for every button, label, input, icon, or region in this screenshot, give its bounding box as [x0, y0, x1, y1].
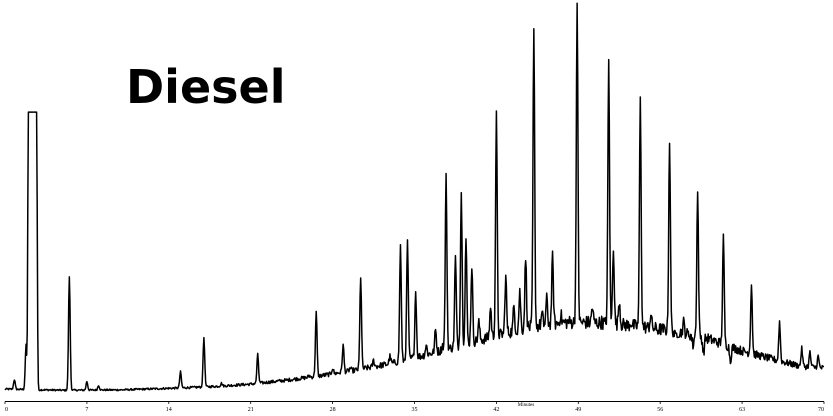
chromatogram-trace — [4, 2, 825, 392]
x-tick-label: 70 — [818, 407, 824, 413]
x-tick-label: 14 — [166, 407, 172, 413]
x-tick-label: 0 — [5, 407, 8, 413]
x-tick-label: 7 — [85, 407, 88, 413]
x-tick-label: 21 — [248, 407, 254, 413]
x-tick-label: 56 — [657, 407, 663, 413]
x-tick-label: 49 — [575, 407, 581, 413]
x-tick-label: 42 — [493, 407, 499, 413]
x-axis-ticks: 0 7 14 21 28 35 42 49 56 63 70 — [4, 401, 825, 413]
x-tick-label: 28 — [330, 407, 336, 413]
x-tick-label: 63 — [739, 407, 745, 413]
chart-title: Diesel — [126, 60, 286, 114]
x-axis-label: Minutes — [518, 403, 534, 408]
x-tick-label: 35 — [412, 407, 418, 413]
